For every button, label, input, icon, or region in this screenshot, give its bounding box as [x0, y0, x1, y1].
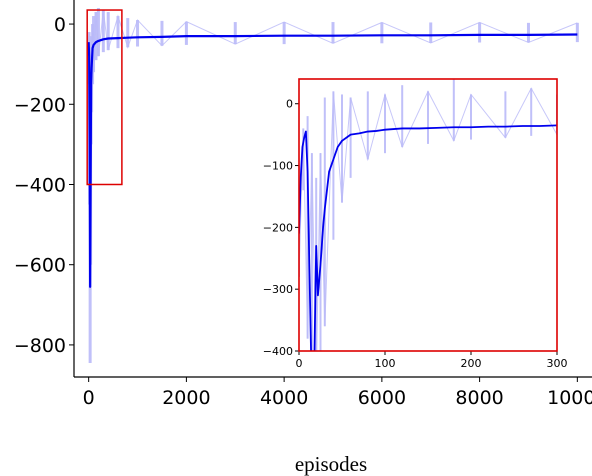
inset-x-tick-label: 200	[461, 357, 482, 370]
inset-y-tick-label: −300	[263, 283, 293, 296]
inset-y-tick-label: −200	[263, 221, 293, 234]
main-y-tick-label: 0	[54, 14, 66, 36]
inset-ticks: 0 100 200 300 0 −100 −200 −300 −400	[263, 98, 568, 370]
inset-x-tick-label: 100	[375, 357, 396, 370]
main-x-tick-label: 0	[83, 387, 95, 409]
main-x-tick-label: 8000	[455, 387, 503, 409]
inset-x-tick-label: 0	[296, 357, 303, 370]
zoom-highlight-box	[86, 9, 123, 186]
main-y-tick-label: −200	[14, 94, 66, 116]
main-y-tick-label: −800	[14, 335, 66, 357]
main-y-tick-label: −600	[14, 255, 66, 277]
main-smoothed-line	[87, 33, 578, 288]
inset-plot-area	[299, 79, 557, 351]
inset-x-tick-label: 300	[547, 357, 568, 370]
inset-smoothed-line	[299, 124, 557, 351]
main-plot-area	[87, 8, 579, 363]
main-ticks: 02000400060008000100000−200−400−600−800	[14, 14, 592, 409]
inset-frame	[298, 78, 558, 352]
inset-raw-line	[299, 87, 557, 351]
inset-y-tick-label: −100	[263, 160, 293, 173]
main-x-tick-label: 2000	[162, 387, 210, 409]
x-axis-label: episodes	[295, 452, 367, 476]
main-x-tick-label: 6000	[358, 387, 406, 409]
main-y-tick-label: −400	[14, 174, 66, 196]
inset-y-tick-label: 0	[286, 98, 293, 111]
inset-y-tick-label: −400	[263, 345, 293, 358]
main-x-tick-label: 4000	[260, 387, 308, 409]
